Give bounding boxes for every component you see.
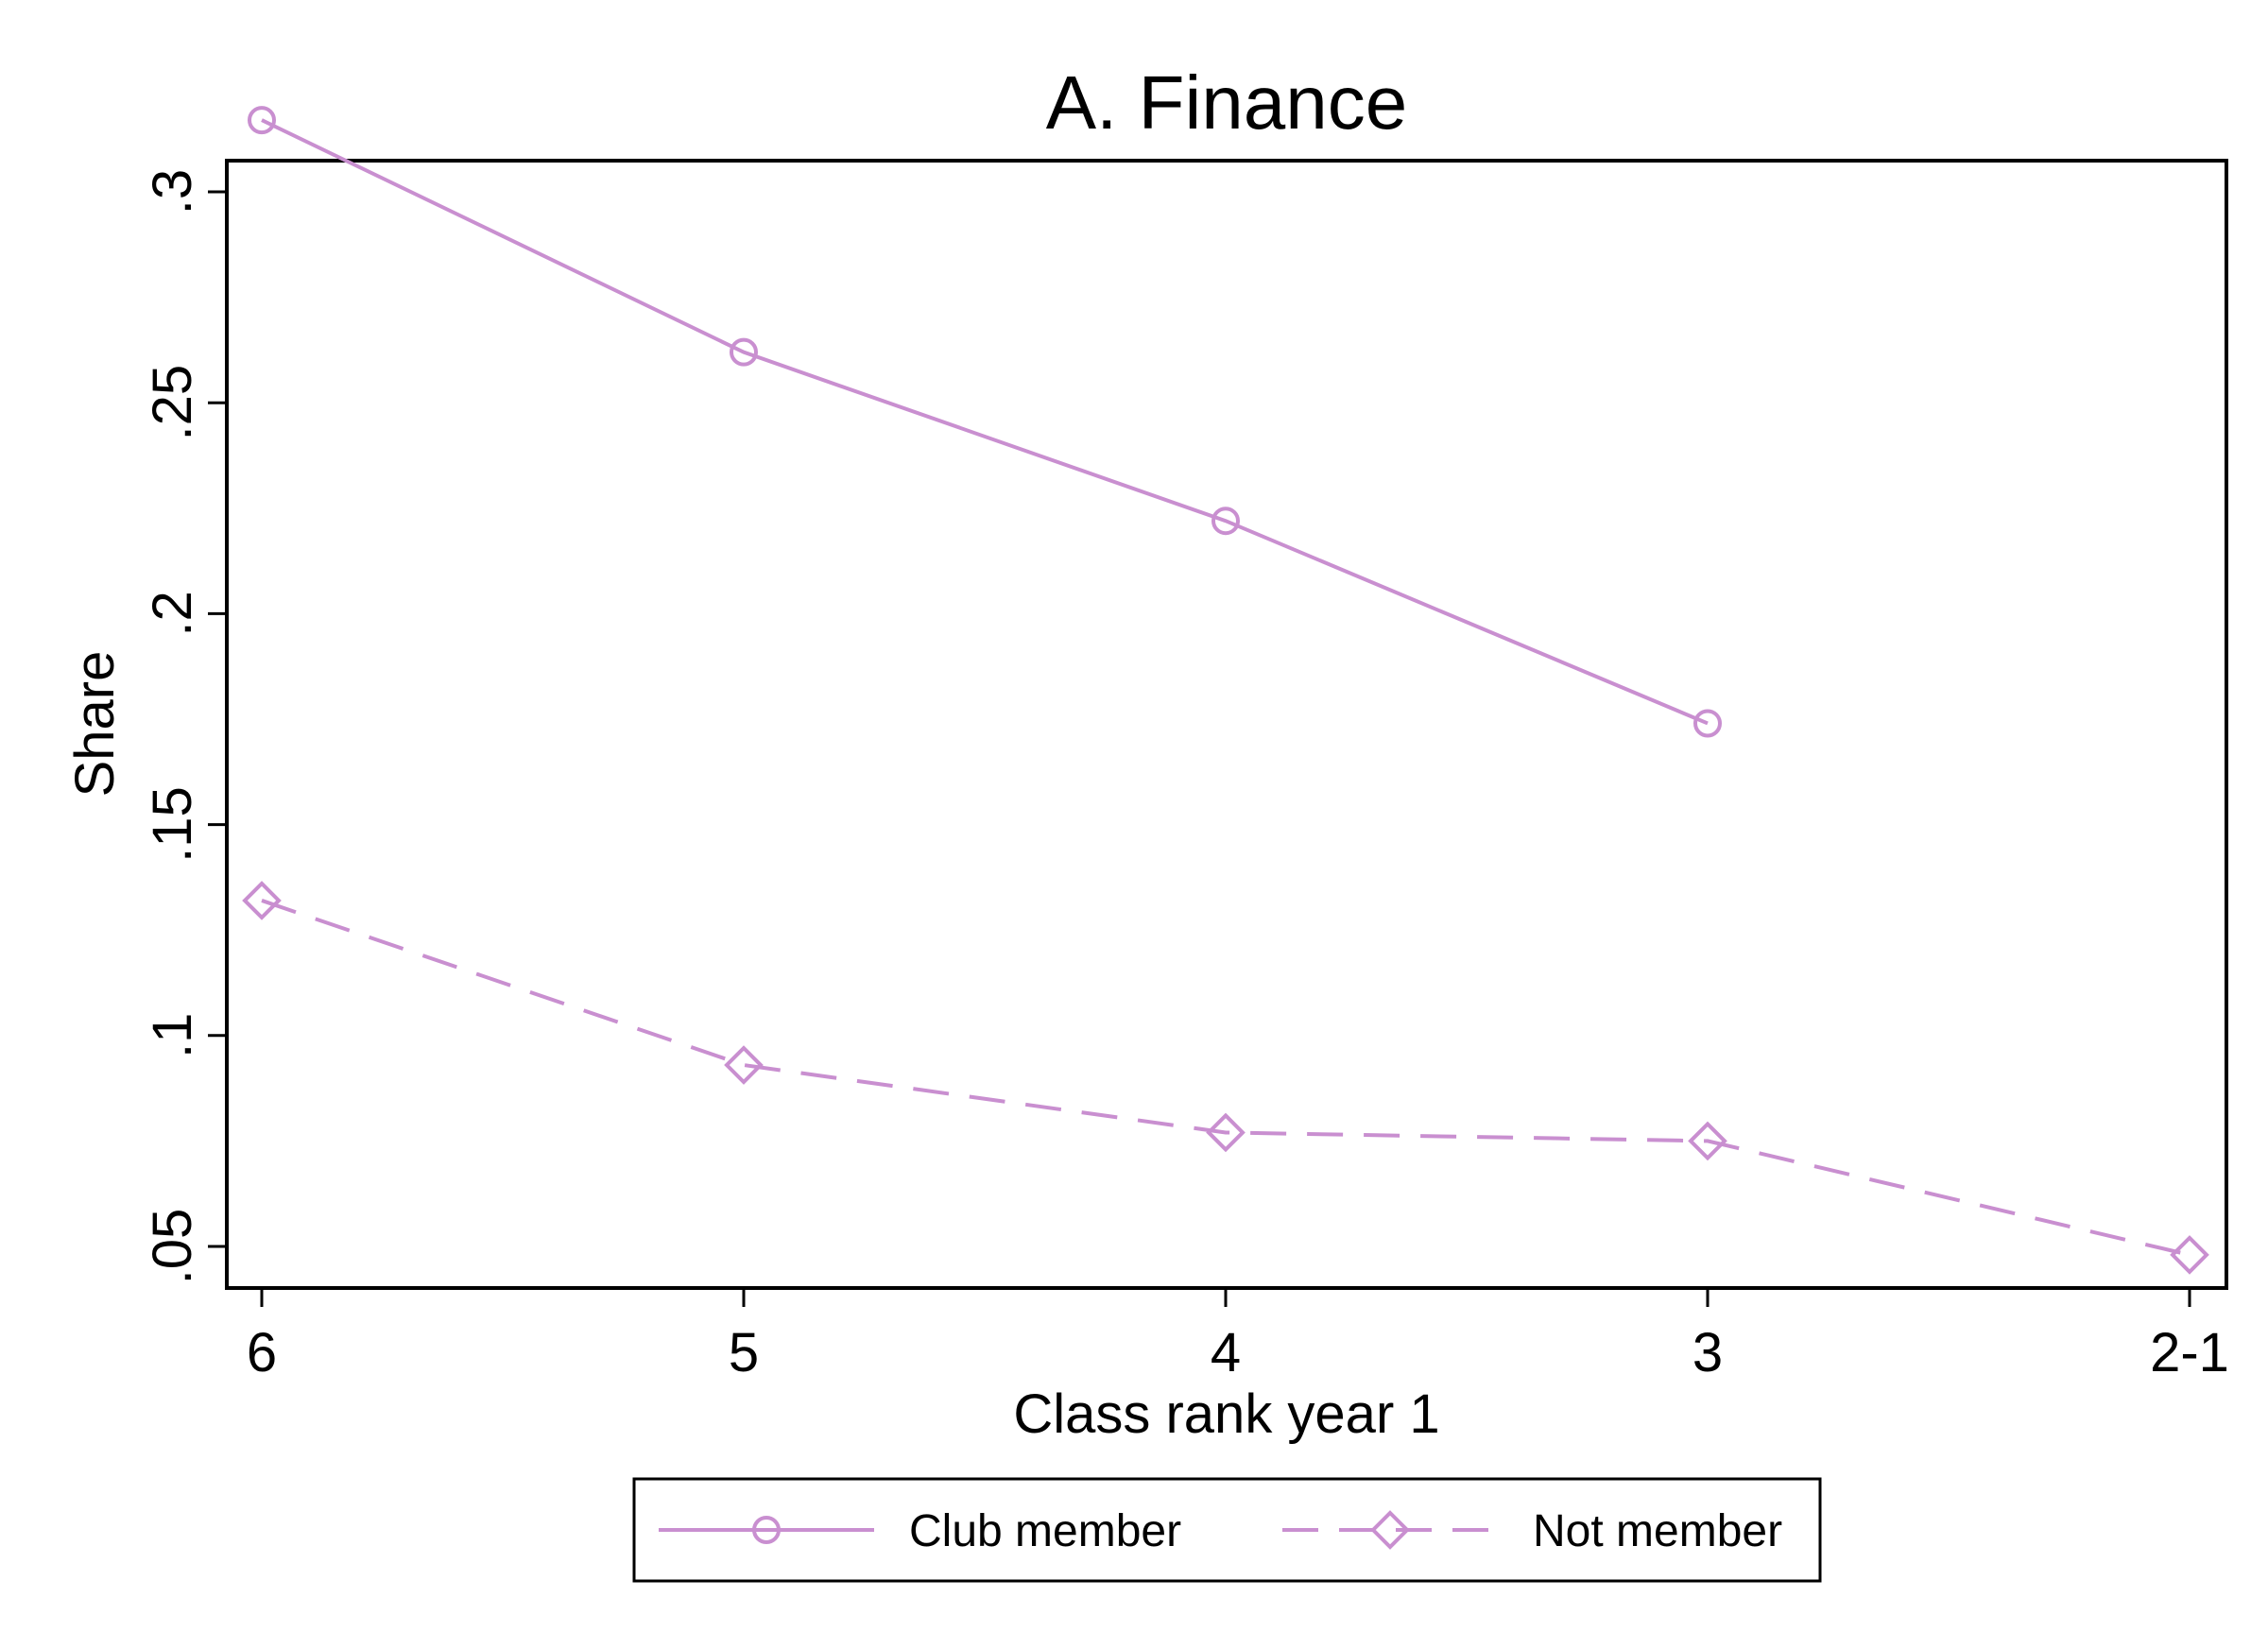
y-axis: .05 .1 .15 .2 .25 .3 [142,169,227,1285]
data-point-diamond [2170,1235,2209,1275]
legend-label: Club member [909,1506,1181,1556]
series-line-not-member [261,899,2191,1257]
data-point-diamond [242,881,282,920]
x-axis: 6 5 4 3 2-1 [247,1288,2229,1383]
chart-title: A. Finance [1046,60,1407,145]
data-point-diamond [1206,1112,1246,1153]
legend-marker-diamond [1370,1510,1410,1550]
data-point-diamond [724,1045,764,1085]
data-point-circle [248,106,276,135]
x-tick-label: 3 [1692,1322,1723,1383]
y-tick-label: .1 [142,1013,203,1058]
legend: Club member Not member [632,1477,1822,1583]
y-tick-label: .15 [142,786,203,863]
y-tick-label: .25 [142,365,203,441]
y-tick-label: .05 [142,1209,203,1285]
y-axis-label: Share [64,651,126,798]
series-layer [242,106,2209,1275]
x-tick-label: 2-1 [2150,1322,2229,1383]
data-point-circle [730,337,758,367]
series-line-club-member [261,118,1709,726]
data-point-circle [1693,709,1722,738]
x-tick-label: 6 [247,1322,277,1383]
data-point-diamond [1688,1121,1727,1161]
y-tick-label: .3 [142,169,203,215]
data-point-circle [1211,507,1240,536]
x-tick-label: 5 [729,1322,759,1383]
legend-marker-circle [752,1516,781,1544]
x-tick-label: 4 [1211,1322,1241,1383]
y-tick-label: .2 [142,591,203,636]
legend-label: Not member [1533,1506,1782,1556]
x-axis-label: Class rank year 1 [1013,1383,1439,1445]
